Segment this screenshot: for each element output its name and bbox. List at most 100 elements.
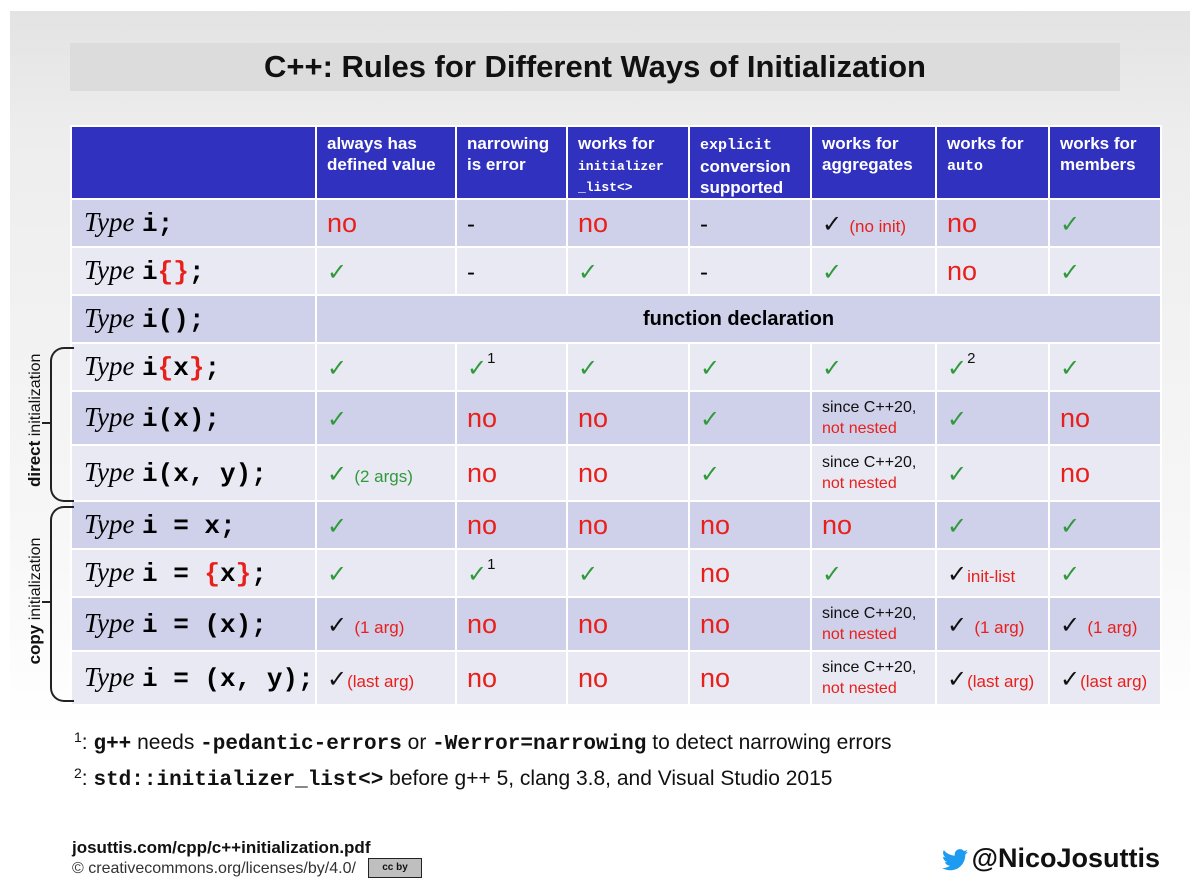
init-syntax-code: i = (x); [142, 610, 267, 640]
check-mark-icon: ✓ [327, 460, 348, 488]
cell-explicit: no [688, 650, 812, 706]
check-mark-icon: ✓ [327, 354, 348, 382]
cell-narrowing: ✓1 [455, 548, 568, 598]
cell-defined-value: ✓(last arg) [315, 650, 457, 706]
init-syntax-code: i{x}; [142, 353, 220, 383]
cell-narrowing: no [455, 596, 568, 652]
cell-initializer-list: ✓ [566, 246, 690, 296]
check-mark-icon: ✓ [947, 611, 968, 639]
since-cpp20-note: since C++20, not nested [822, 603, 935, 645]
check-mark-icon: ✓ [1060, 665, 1081, 693]
cell-initializer-list: no [566, 596, 690, 652]
row-header-syntax: Type i{x}; [70, 342, 317, 392]
dash-value: - [700, 210, 708, 238]
cell-explicit: - [688, 198, 812, 248]
type-word: Type [84, 662, 135, 692]
cell-explicit: no [688, 500, 812, 550]
cell-auto: no [935, 198, 1050, 248]
check-mark-icon: ✓ [578, 560, 599, 588]
since-cpp20-note: since C++20, not nested [822, 452, 935, 494]
cell-explicit: ✓ [688, 342, 812, 392]
syntax-token: i = x; [142, 511, 236, 541]
init-syntax-code: i(); [142, 305, 204, 335]
cell-narrowing: ✓1 [455, 342, 568, 392]
col-header-mono-auto: auto [947, 158, 984, 175]
cell-auto: ✓ (1 arg) [935, 596, 1050, 652]
cell-auto: ✓ [935, 500, 1050, 550]
check-mark-icon: ✓ [1060, 258, 1081, 286]
no-value: no [1060, 457, 1091, 488]
init-syntax-code: i = {x}; [142, 559, 267, 589]
type-word: Type [84, 402, 135, 432]
col-header-text: works for [578, 134, 655, 153]
init-syntax-code: i = x; [142, 511, 236, 541]
dash-value: - [467, 210, 475, 238]
col-header-text: members [1060, 155, 1136, 174]
no-value: no [578, 608, 609, 639]
row-header-syntax: Type i; [70, 198, 317, 248]
check-mark-icon: ✓ [700, 460, 721, 488]
copy-initialization-label: copy initialization [25, 536, 45, 666]
source-url-link[interactable]: josuttis.com/cpp/c++initialization.pdf [72, 838, 371, 857]
check-mark-icon: ✓ [467, 560, 488, 588]
cc-by-badge: cc by [368, 858, 422, 878]
no-value: no [578, 509, 609, 540]
col-header-mono-top: explicit [700, 137, 773, 154]
cell-defined-value: ✓ [315, 342, 457, 392]
cell-auto: ✓(last arg) [935, 650, 1050, 706]
syntax-token: i = [142, 559, 205, 589]
footnote-ref: 2 [967, 349, 976, 367]
footnote-1-code-pedantic: -pedantic-errors [200, 733, 402, 756]
col-header-mono-line: _list<> [578, 180, 633, 195]
cell-note: (2 args) [354, 466, 413, 486]
row-header-syntax: Type i(x); [70, 390, 317, 446]
col-header-initializer-list: works for initializer _list<> [566, 125, 690, 200]
check-mark-icon: ✓ [1060, 560, 1081, 588]
table-row: Type i{}; ✓ - ✓ - ✓ no ✓ [70, 246, 1162, 296]
row-header-syntax: Type i = x; [70, 500, 317, 550]
table-row: Type i = {x}; ✓ ✓1 ✓ no ✓ ✓init-list ✓ [70, 548, 1162, 598]
check-mark-icon: ✓ [700, 354, 721, 382]
check-mark-icon: ✓ [327, 258, 348, 286]
init-syntax-code: i(x); [142, 404, 220, 434]
col-header-mono-line: initializer [578, 159, 664, 174]
footnote-1-mark: 1 [74, 729, 82, 745]
since-line-1: since C++20, [822, 605, 917, 622]
cell-aggregates: ✓ [810, 342, 937, 392]
init-syntax-code: i{}; [142, 257, 204, 287]
row-header-syntax: Type i(x, y); [70, 444, 317, 502]
check-mark-icon: ✓ [327, 611, 348, 639]
twitter-handle-text: @NicoJosuttis [971, 843, 1160, 873]
syntax-token: (); [157, 305, 205, 335]
direct-brace-tip [42, 422, 52, 424]
no-value: no [467, 457, 498, 488]
cell-aggregates: since C++20, not nested [810, 444, 937, 502]
type-word: Type [84, 351, 135, 381]
since-line-1: since C++20, [822, 399, 917, 416]
license-link[interactable]: © creativecommons.org/licenses/by/4.0/ [72, 860, 356, 877]
since-cpp20-note: since C++20, not nested [822, 397, 935, 439]
col-header-members: works for members [1048, 125, 1162, 200]
cell-defined-value: ✓ (1 arg) [315, 596, 457, 652]
no-value: no [700, 557, 731, 588]
type-word: Type [84, 608, 135, 638]
cell-explicit: no [688, 596, 812, 652]
table-row: Type i(x); ✓ no no ✓ since C++20, not nested ✓ n… [70, 390, 1162, 446]
syntax-token: (x); [157, 404, 221, 434]
cell-aggregates: ✓ (no init) [810, 198, 937, 248]
check-mark-icon: ✓ [327, 512, 348, 540]
dash-value: - [467, 258, 475, 286]
col-header-text: defined value [327, 155, 436, 174]
cell-members: no [1048, 444, 1162, 502]
table-row: Type i = (x, y); ✓(last arg) no no no since C… [70, 650, 1162, 706]
cell-aggregates: since C++20, not nested [810, 390, 937, 446]
syntax-token: i [142, 257, 158, 287]
syntax-token: x [220, 559, 236, 589]
twitter-handle[interactable]: @NicoJosuttis [941, 843, 1160, 874]
cell-defined-value: ✓ [315, 500, 457, 550]
footnote-2: 2: std::initializer_list<> before g++ 5,… [74, 765, 832, 792]
copy-label-bold: copy [25, 624, 44, 665]
table-row: Type i; no - no - ✓ (no init) no ✓ [70, 198, 1162, 248]
col-header-text: works for [1060, 134, 1137, 153]
type-word: Type [84, 457, 135, 487]
